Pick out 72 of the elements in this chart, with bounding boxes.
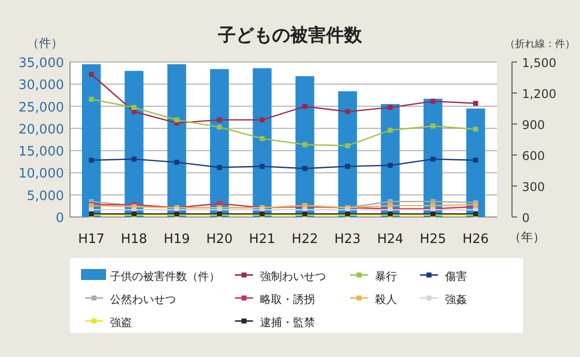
point: [473, 158, 478, 163]
point: [302, 104, 308, 109]
y2-tick-label: 600: [522, 149, 545, 163]
legend-label: 殺人: [375, 293, 397, 306]
y2-tick-label: 0: [522, 211, 530, 225]
y-tick-label: 35,000: [18, 56, 64, 71]
point: [388, 203, 393, 208]
point: [174, 117, 180, 122]
bar: [295, 76, 314, 217]
x-tick-label: H19: [164, 232, 190, 247]
legend-label: 強制わいせつ: [260, 270, 326, 283]
point: [260, 117, 265, 122]
y-axis-title: （件）: [27, 36, 63, 50]
y-tick-label: 20,000: [18, 122, 64, 138]
point: [88, 96, 94, 102]
point: [302, 166, 308, 171]
y2-tick-label: 300: [522, 180, 545, 194]
point: [216, 117, 222, 122]
x-tick-label: H25: [420, 232, 446, 247]
point: [260, 164, 265, 169]
legend-label: 傷害: [445, 270, 467, 283]
point: [345, 109, 350, 114]
point: [216, 164, 222, 170]
legend-label: 強盗: [110, 316, 132, 329]
point: [302, 142, 308, 148]
x-tick-label: H26: [462, 232, 489, 247]
point: [216, 124, 222, 130]
point: [88, 72, 94, 77]
y-tick-label: 0: [56, 211, 64, 226]
y2-tick-label: 1,200: [522, 87, 556, 101]
y2-tick-label: 900: [522, 118, 545, 132]
point: [430, 156, 436, 162]
bar: [82, 64, 101, 217]
y2-axis-title: （折れ線：件）: [505, 38, 575, 50]
y2-tick-label: 1,500: [522, 56, 556, 70]
legend-label: 略取・誘拐: [260, 293, 315, 306]
point: [388, 104, 393, 110]
point: [430, 124, 436, 129]
y-tick-label: 5,000: [26, 188, 64, 204]
legend-label: 逮捕・監禁: [260, 316, 315, 329]
point: [473, 126, 478, 132]
point: [132, 156, 137, 162]
point: [345, 143, 350, 148]
point: [88, 158, 94, 163]
point: [345, 164, 350, 169]
x-tick-label: H20: [206, 232, 233, 247]
legend-label: 暴行: [375, 270, 397, 283]
bar: [167, 64, 186, 217]
point: [388, 128, 393, 133]
point: [388, 162, 393, 168]
point: [132, 104, 137, 110]
legend-label: 強姦: [445, 293, 467, 306]
x-tick-label: H17: [78, 232, 105, 247]
y-tick-label: 10,000: [18, 166, 64, 182]
y-tick-label: 30,000: [18, 78, 64, 94]
x-axis-title: （年）: [509, 230, 545, 244]
legend-label: 公然わいせつ: [110, 293, 176, 306]
y-tick-label: 25,000: [18, 100, 64, 116]
point: [473, 100, 478, 106]
bar: [466, 108, 486, 217]
chart-title: 子どもの被害件数: [217, 25, 363, 46]
y-tick-label: 15,000: [18, 144, 64, 160]
point: [260, 136, 265, 141]
point: [430, 98, 436, 104]
point: [174, 160, 180, 165]
legend-label: 子供の被害件数（件）: [110, 270, 220, 283]
x-tick-label: H21: [248, 232, 276, 247]
point: [430, 203, 436, 208]
x-tick-label: H18: [120, 232, 148, 247]
x-tick-label: H23: [334, 232, 361, 247]
x-tick-label: H24: [377, 232, 404, 247]
x-tick-label: H22: [292, 232, 318, 247]
